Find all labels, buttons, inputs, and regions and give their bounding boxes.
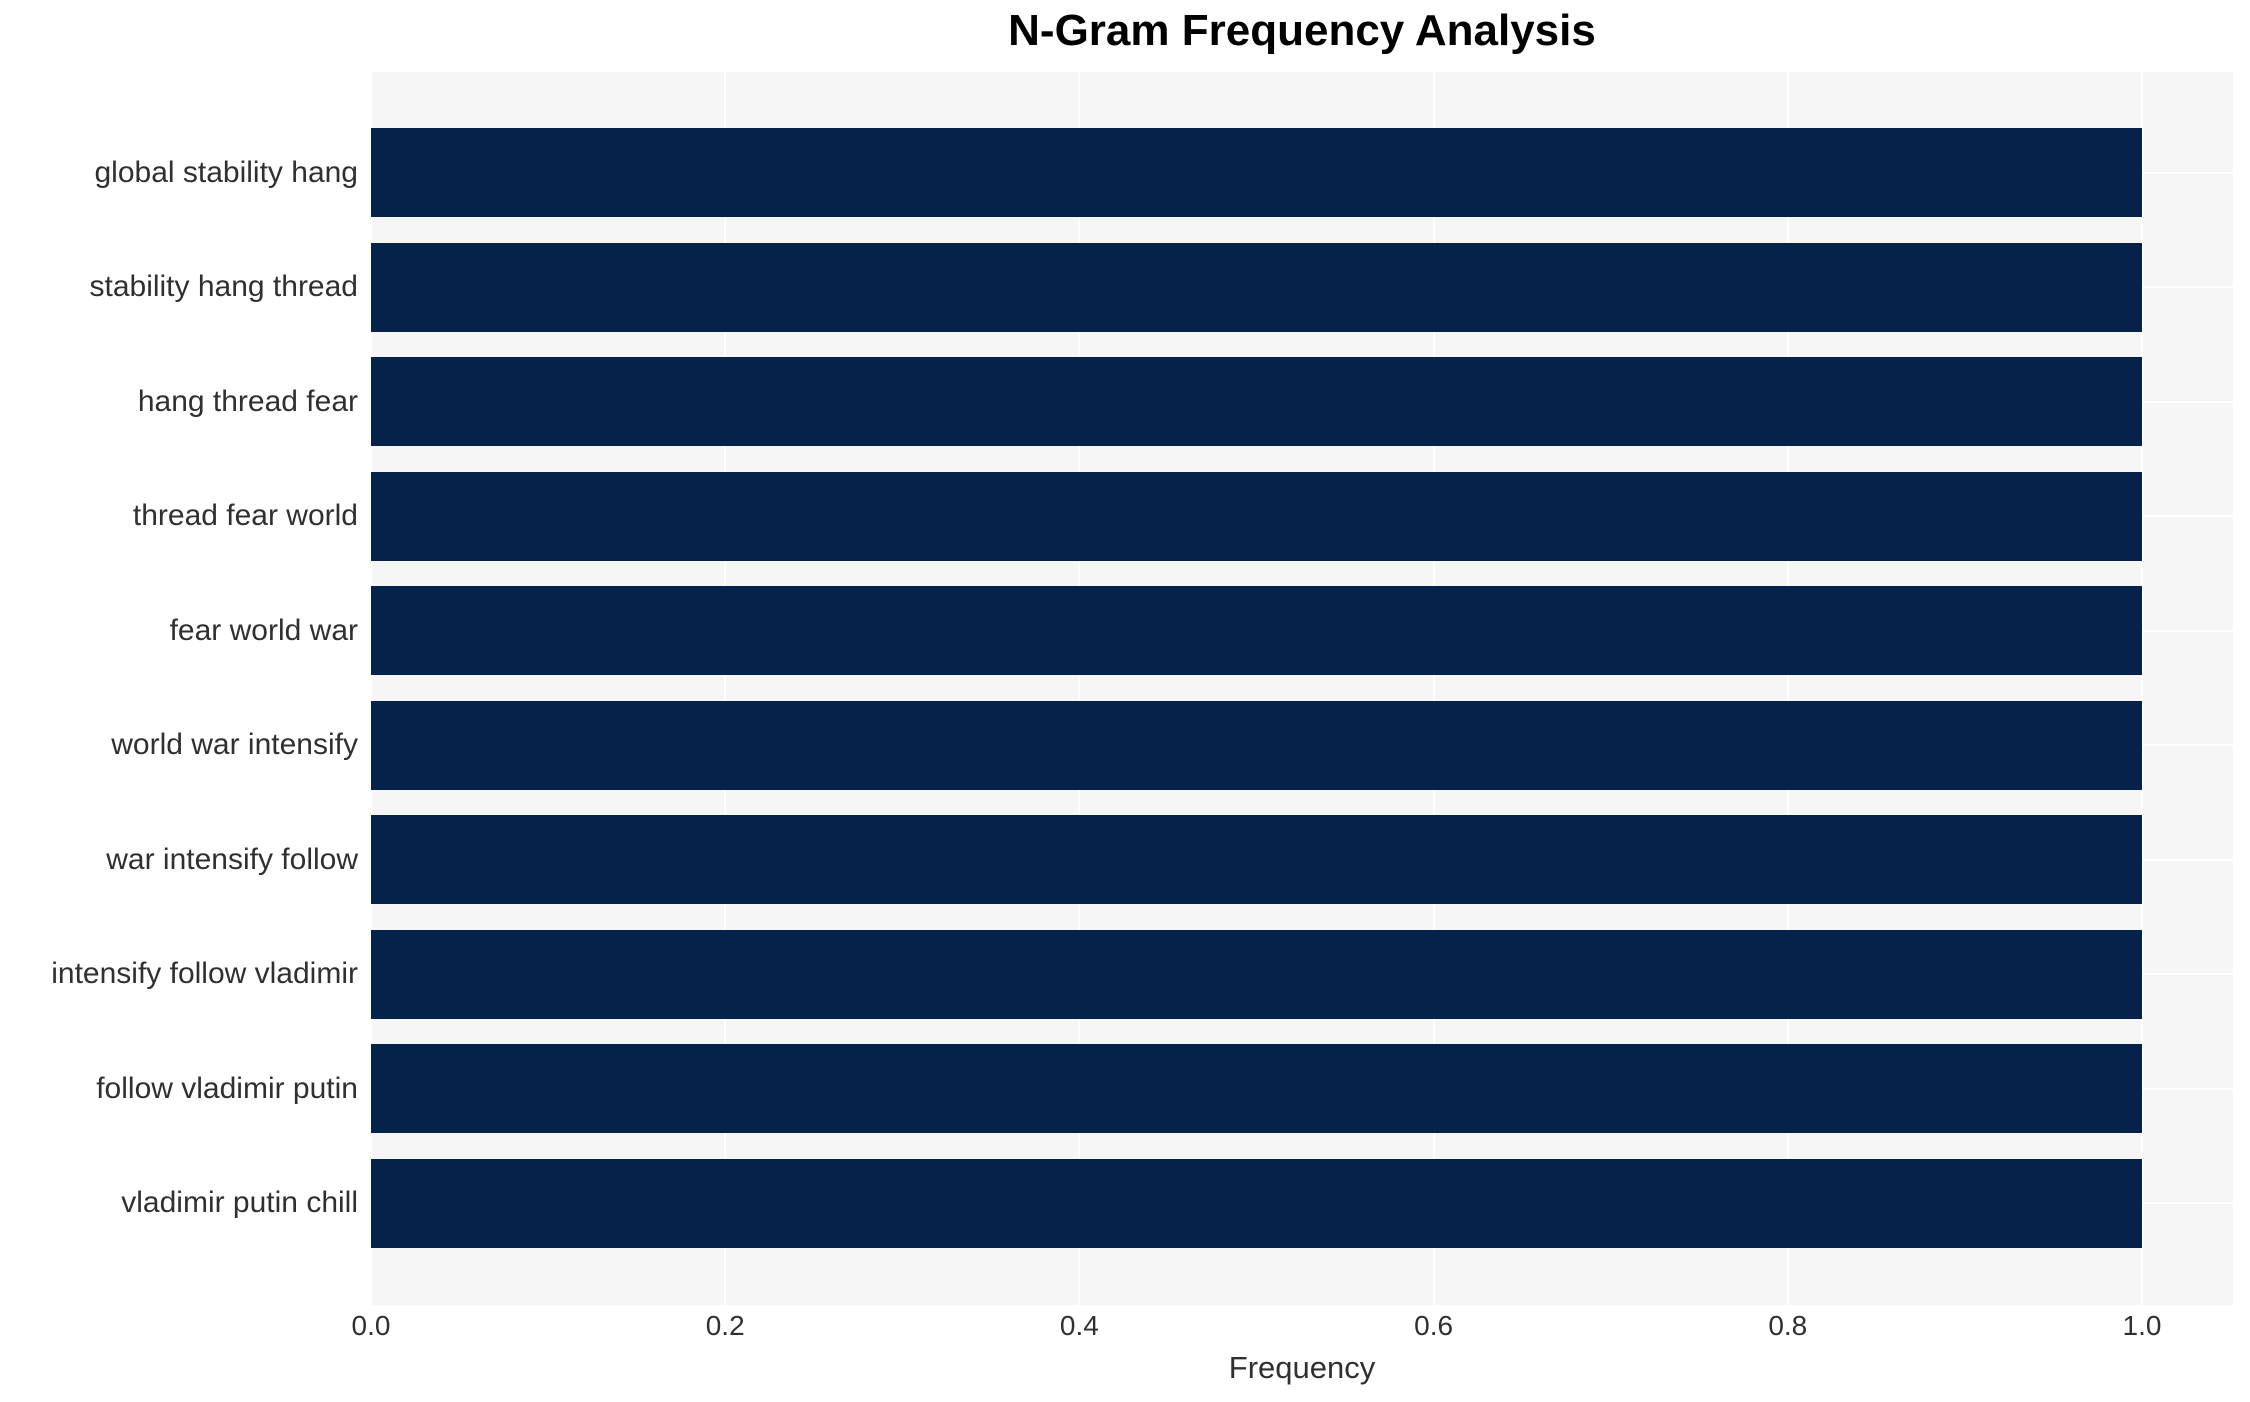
x-axis-ticks: 0.0 0.2 0.4 0.6 0.8 1.0 <box>0 1312 2250 1348</box>
bar <box>371 929 2142 1019</box>
y-tick-label: world war intensify <box>111 728 358 762</box>
bar <box>371 1044 2142 1134</box>
v-gridline <box>1786 72 1789 1305</box>
bar <box>371 242 2142 332</box>
bar <box>371 357 2142 447</box>
y-tick-label: follow vladimir putin <box>96 1071 358 1105</box>
y-tick-label: war intensify follow <box>106 842 358 876</box>
y-tick-label: hang thread fear <box>137 384 358 418</box>
v-gridline <box>1432 72 1435 1305</box>
x-tick-label: 0.4 <box>1059 1310 1099 1341</box>
y-tick-label: intensify follow vladimir <box>51 957 358 991</box>
bar <box>371 586 2142 676</box>
v-gridline <box>724 72 727 1305</box>
x-tick-label: 0.0 <box>351 1310 391 1341</box>
v-gridline <box>371 72 372 1305</box>
chart-title: N-Gram Frequency Analysis <box>1008 6 1596 55</box>
bar <box>371 471 2142 561</box>
y-tick-label: global stability hang <box>94 155 358 189</box>
y-tick-label: fear world war <box>169 613 358 647</box>
v-gridline <box>1078 72 1081 1305</box>
x-tick-label: 0.8 <box>1768 1310 1808 1341</box>
x-tick-label: 1.0 <box>2122 1310 2162 1341</box>
x-tick-label: 0.6 <box>1414 1310 1454 1341</box>
y-tick-label: thread fear world <box>132 499 358 533</box>
plot-area <box>371 72 2233 1305</box>
x-axis-title: Frequency <box>1228 1350 1376 1385</box>
bar <box>371 700 2142 790</box>
bar <box>371 815 2142 905</box>
bar <box>371 128 2142 217</box>
v-gridline <box>2141 72 2143 1305</box>
x-tick-label: 0.2 <box>705 1310 745 1341</box>
y-axis-labels: global stability hang stability hang thre… <box>0 72 358 1305</box>
y-tick-label: vladimir putin chill <box>121 1186 358 1220</box>
y-tick-label: stability hang thread <box>89 270 358 304</box>
bar <box>371 1158 2142 1248</box>
